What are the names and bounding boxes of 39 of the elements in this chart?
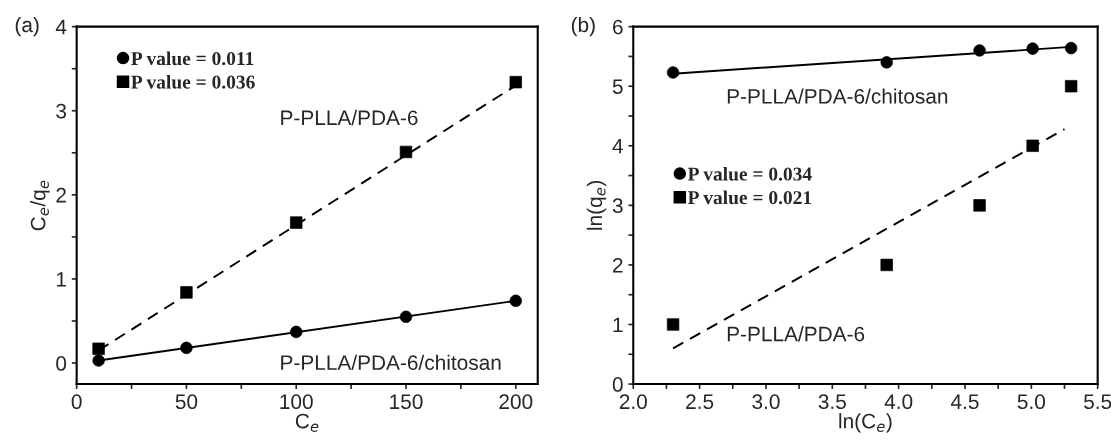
x-tick-label: 4.5: [950, 394, 979, 410]
legend-label: P value = 0.011: [131, 51, 254, 66]
x-axis-title: ln(C$_{e}$): [839, 413, 892, 433]
legend-label: P value = 0.034: [687, 166, 812, 181]
y-axis-title: C$_{e}$/q$_{e}$: [30, 180, 50, 231]
x-tick-label: 3.5: [818, 394, 846, 410]
y-axis-title: ln(q$_{e}$): [586, 180, 607, 230]
x-tick-label: 200: [499, 394, 533, 410]
y-tick-label: 6: [613, 19, 623, 35]
y-tick-label: 3: [612, 198, 623, 214]
annotation: P-PLLA/PDA-6: [281, 109, 418, 126]
y-tick-label: 2: [613, 257, 623, 273]
y-tick-label: 1: [613, 317, 623, 333]
x-axis-title: C$_{e}$: [295, 413, 319, 432]
x-tick-label: 150: [390, 394, 423, 410]
legend-label: P value = 0.036: [131, 74, 255, 89]
x-tick-label: 5.5: [1084, 394, 1111, 410]
annotation: P-PLLA/PDA-6/chitosan: [727, 88, 948, 104]
x-tick-label: 0: [71, 394, 82, 410]
x-tick-label: 4.0: [884, 394, 913, 410]
annotation: P-PLLA/PDA-6: [727, 326, 865, 342]
y-tick-label: 0: [612, 377, 623, 392]
y-tick-label: 1: [56, 272, 66, 287]
y-tick-label: 4: [612, 139, 623, 154]
y-tick-label: 3: [56, 103, 67, 119]
x-tick-label: 100: [280, 394, 313, 410]
x-tick-label: 2.0: [619, 394, 647, 410]
annotation: P-PLLA/PDA-6/chitosan: [281, 354, 501, 370]
legend-label: P value = 0.021: [687, 190, 812, 205]
y-tick-label: 0: [56, 356, 67, 371]
x-tick-label: 3.0: [752, 394, 780, 410]
y-tick-label: 2: [56, 187, 66, 203]
y-tick-label: 5: [612, 79, 623, 94]
y-tick-label: 4: [55, 19, 67, 35]
x-tick-label: 5.0: [1017, 394, 1045, 410]
text: (b): [571, 16, 595, 37]
x-tick-label: 50: [175, 394, 198, 410]
x-tick-label: 2.5: [686, 394, 714, 410]
text: (a): [15, 16, 39, 37]
